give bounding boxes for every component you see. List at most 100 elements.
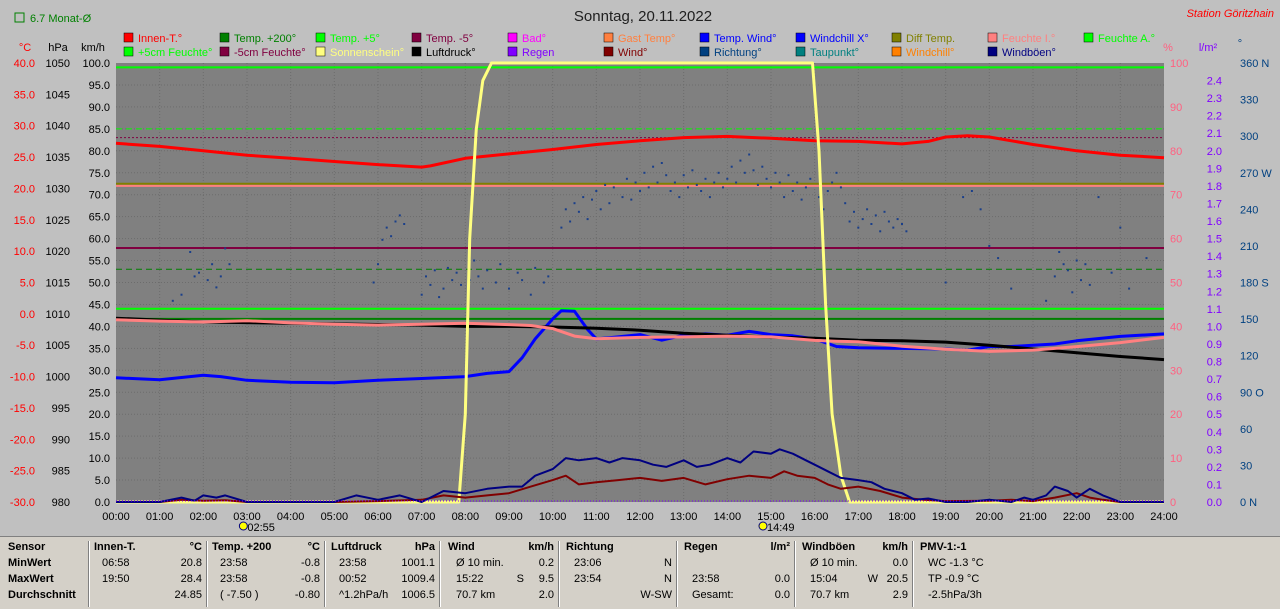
direction-point (1075, 259, 1078, 262)
legend-swatch (795, 46, 806, 57)
direction-point (564, 208, 567, 211)
legend-swatch (987, 32, 998, 43)
x-tick-label: 03:00 (233, 511, 261, 523)
direction-point (1128, 287, 1131, 290)
direction-point (787, 174, 790, 177)
stats-cell-label: 15:22 (456, 573, 484, 585)
series-line (116, 61, 1164, 504)
stats-row: 23:58 0.0 (684, 573, 790, 589)
series-line (115, 309, 1165, 385)
direction-point (591, 198, 593, 201)
monat-checkbox[interactable] (14, 12, 25, 23)
direction-point (460, 283, 462, 286)
x-tick-label: 19:00 (932, 511, 960, 523)
stats-row: WC -1.3 °C (920, 557, 1000, 573)
stats-cell-label: 23:54 (574, 573, 602, 585)
direction-point (569, 220, 572, 223)
stats-cell-label: ^1.2hPa/h (339, 589, 389, 601)
tick-humidity: 10 (1170, 453, 1182, 465)
legend-label: Windböen° (1002, 47, 1056, 59)
stats-cell-direction: S (516, 573, 524, 585)
stats-cell-label (94, 589, 102, 601)
tick-pressure: 1050 (46, 58, 70, 70)
stats-row (684, 557, 790, 573)
stats-column-title: Richtung (566, 541, 614, 553)
sunrise-label: 02:55 (247, 522, 275, 534)
stats-cell-direction: W (867, 573, 878, 585)
direction-point (844, 202, 847, 205)
tick-temp: 35.0 (14, 89, 35, 101)
direction-point (420, 293, 423, 296)
direction-point (970, 190, 973, 192)
direction-point (770, 186, 772, 189)
tick-pressure: 1010 (46, 309, 70, 321)
stats-row: 23:54 N (566, 573, 672, 589)
direction-point (687, 186, 689, 189)
axis-unit-direction: ° (1238, 38, 1242, 50)
stats-cell-value: 0.2 (538, 557, 554, 569)
stats-cell-value: W-SW (640, 589, 672, 601)
tick-wind: 80.0 (89, 146, 110, 158)
x-tick-label: 17:00 (845, 511, 873, 523)
tick-direction: 300 (1240, 131, 1258, 143)
x-tick-label: 09:00 (495, 511, 523, 523)
tick-rain: 0.9 (1207, 339, 1222, 351)
tick-rain: 0.8 (1207, 357, 1222, 369)
station-name: Station Göritzhain (1187, 8, 1274, 20)
direction-point (704, 177, 707, 180)
direction-point (665, 174, 668, 177)
direction-point (1053, 275, 1056, 278)
sunset-label: 14:49 (767, 522, 795, 534)
direction-point (752, 169, 755, 172)
direction-point (962, 196, 965, 199)
stats-cell-label: 23:58 (692, 573, 720, 585)
stats-cell-label: 23:58 (220, 573, 248, 585)
stats-row: 70.7 km 2.0 (448, 589, 554, 605)
direction-point (1058, 251, 1061, 253)
stats-row: Durchschnitt (8, 589, 84, 605)
direction-point (1066, 269, 1069, 272)
axis-unit-humidity: % (1163, 42, 1173, 54)
chart-title: Sonntag, 20.11.2022 (574, 8, 712, 25)
stats-cell-value: 20.5 (886, 573, 908, 585)
stats-cell-label: TP -0.9 °C (928, 573, 980, 585)
stats-separator (439, 541, 441, 607)
direction-point (748, 153, 751, 156)
tick-direction: 90 O (1240, 387, 1264, 399)
direction-point (979, 208, 982, 211)
tick-humidity: 30 (1170, 365, 1182, 377)
direction-point (1062, 263, 1065, 266)
direction-point (1145, 257, 1148, 260)
tick-humidity: 0 (1170, 497, 1176, 509)
series-lines (115, 61, 1165, 504)
tick-temp: -20.0 (10, 434, 35, 446)
direction-point (429, 283, 432, 286)
direction-point (822, 208, 825, 211)
stats-column-title: Windböen (802, 541, 856, 553)
stats-row: -2.5hPa/3h (920, 589, 1000, 605)
tick-pressure: 1000 (46, 372, 70, 384)
direction-point (612, 186, 615, 189)
direction-point (486, 269, 489, 272)
direction-point (442, 287, 445, 290)
direction-point (905, 230, 908, 233)
stats-column-title: Wind (448, 541, 475, 553)
stats-column: PMV-1:-1 WC -1.3 °C TP -0.9 °C -2.5hPa/3h (920, 541, 1000, 607)
legend-swatch (123, 46, 134, 57)
tick-wind: 60.0 (89, 234, 110, 246)
direction-point (643, 171, 646, 174)
stats-column-header: Sensor (8, 541, 84, 557)
direction-point (1010, 287, 1013, 290)
direction-point (756, 183, 759, 186)
direction-point (739, 159, 742, 162)
legend-label: Windchill° (906, 47, 954, 59)
tick-humidity: 70 (1170, 190, 1182, 202)
tick-direction: 30 (1240, 460, 1252, 472)
stats-row: W-SW (566, 589, 672, 605)
direction-point (722, 186, 724, 189)
stats-cell-label: 70.7 km (456, 589, 496, 601)
stats-cell-label: ( -7.50 ) (220, 589, 259, 601)
legend-label: Windchill X° (810, 33, 869, 45)
stats-cell-value: 9.5 (538, 573, 554, 585)
legend-label: Temp. -5° (426, 33, 473, 45)
